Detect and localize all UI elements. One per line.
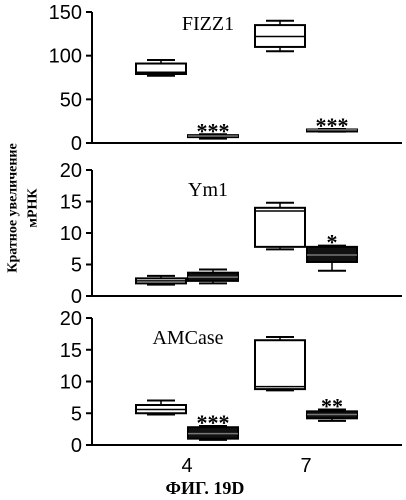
x-tick-label: 7 — [300, 455, 311, 477]
significance-marker: *** — [316, 113, 349, 138]
panel-amcase: 05101520AMCase***** — [60, 308, 402, 457]
box-body — [255, 208, 305, 247]
y-tick-label: 0 — [71, 133, 82, 155]
significance-marker: * — [327, 230, 338, 255]
box-light — [136, 60, 186, 76]
y-tick-label: 20 — [60, 308, 82, 330]
y-tick-label: 15 — [60, 192, 82, 214]
panel-title: Ym1 — [188, 179, 228, 201]
y-tick-label: 5 — [71, 255, 82, 277]
y-tick-label: 0 — [71, 286, 82, 308]
y-tick-label: 50 — [60, 89, 82, 111]
y-tick-label: 100 — [49, 46, 82, 68]
x-tick-label: 4 — [181, 455, 192, 477]
box-body — [255, 340, 305, 389]
box-dark: *** — [188, 410, 238, 440]
box-light — [255, 337, 305, 390]
panel-fizz1: 0 50 100 150 FIZZ1 *** *** — [49, 2, 402, 155]
y-tick-label: 10 — [60, 223, 82, 245]
significance-marker: ** — [321, 393, 343, 418]
box-light — [136, 401, 186, 415]
y-tick-label: 5 — [71, 403, 82, 425]
box-dark — [188, 270, 238, 284]
significance-marker: *** — [197, 410, 230, 435]
significance-marker: *** — [197, 118, 230, 143]
box-light — [255, 21, 305, 52]
y-tick-label: 20 — [60, 160, 82, 182]
panel-title: FIZZ1 — [182, 13, 234, 35]
y-tick-label: 150 — [49, 2, 82, 24]
box-dark: *** — [188, 118, 238, 143]
box-dark: * — [307, 230, 357, 271]
box-light — [136, 276, 186, 285]
box-dark: *** — [307, 113, 357, 138]
box-light — [255, 203, 305, 250]
y-tick-label: 0 — [71, 435, 82, 457]
figure-caption: ФИГ. 19D — [166, 478, 245, 498]
box-dark: ** — [307, 393, 357, 420]
y-tick-label: 15 — [60, 340, 82, 362]
y-tick-label: 10 — [60, 372, 82, 394]
y-axis-label-line-2: мРНК — [25, 188, 41, 227]
y-axis-label-line-1: Кратное увеличение — [5, 143, 21, 272]
panel-ym1: 0 5 10 15 20 Ym1 * — [60, 160, 402, 308]
panel-title: AMCase — [152, 327, 223, 349]
